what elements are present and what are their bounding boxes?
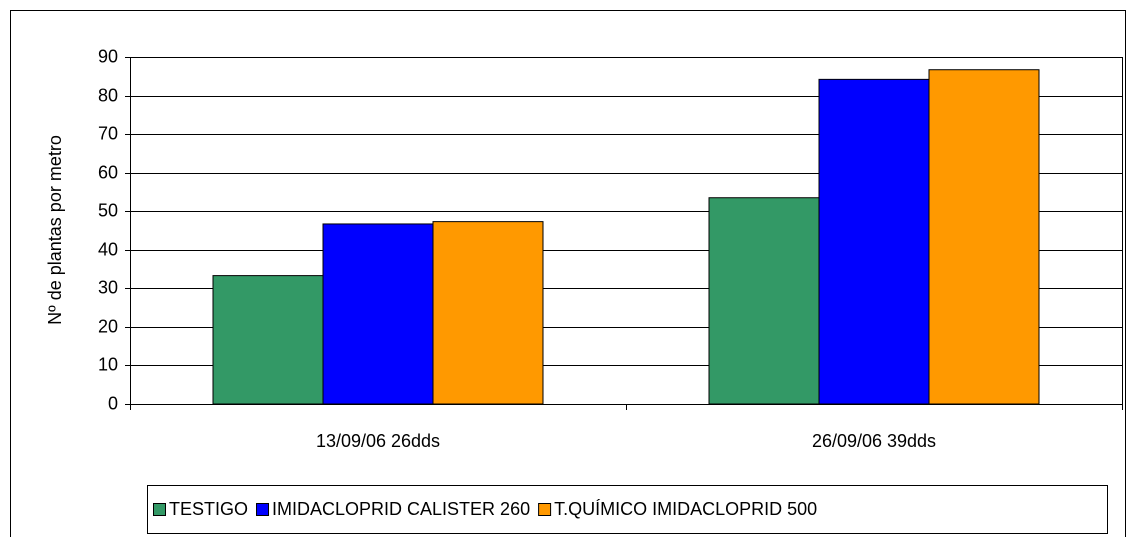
legend-label: IMIDACLOPRID CALISTER 260 [272, 499, 530, 519]
bar [928, 69, 1040, 405]
y-tick-label: 20 [98, 316, 118, 336]
legend-box [147, 485, 1108, 534]
bar [708, 197, 820, 405]
legend-swatch [256, 503, 270, 516]
y-axis-label: Nº de plantas por metro [45, 135, 65, 325]
bar [432, 221, 544, 405]
y-tick-label: 80 [98, 85, 118, 105]
y-tick-label: 60 [98, 162, 118, 182]
y-tick-label: 0 [108, 393, 118, 413]
y-tick-label: 10 [98, 354, 118, 374]
y-tick-label: 40 [98, 239, 118, 259]
bar [212, 275, 324, 405]
bar [322, 223, 434, 405]
y-tick-label: 90 [98, 46, 118, 66]
legend-label: T.QUÍMICO IMIDACLOPRID 500 [554, 499, 817, 519]
y-tick-label: 30 [98, 277, 118, 297]
legend-swatch [153, 503, 166, 516]
y-tick-label: 50 [98, 200, 118, 220]
y-tick-label: 70 [98, 123, 118, 143]
x-tick-label: 26/09/06 39dds [812, 431, 936, 451]
legend-label: TESTIGO [169, 499, 248, 519]
x-tick-label: 13/09/06 26dds [316, 431, 440, 451]
legend-swatch [538, 503, 552, 516]
bar [818, 78, 930, 405]
